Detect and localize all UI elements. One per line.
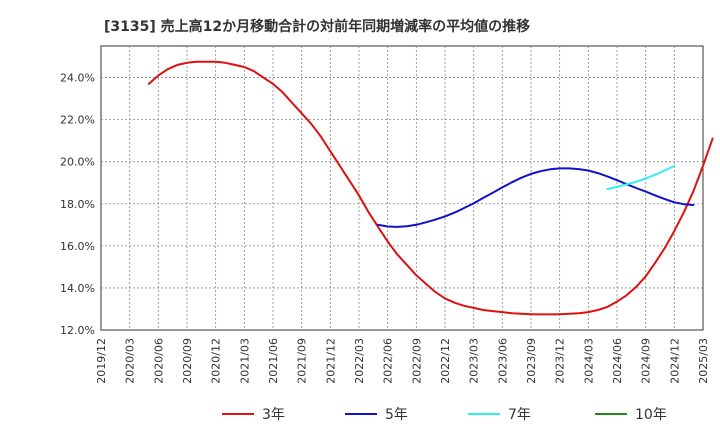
- x-tick-label: 2025/03: [697, 338, 710, 384]
- x-tick-label: 2024/03: [582, 338, 595, 384]
- x-tick-label: 2020/12: [210, 338, 223, 384]
- x-tick-label: 2020/09: [181, 338, 194, 384]
- x-tick-label: 2019/12: [95, 338, 108, 384]
- series-layer: [147, 60, 714, 316]
- legend-label: 7年: [508, 407, 531, 423]
- grid: [100, 45, 704, 331]
- series-line-5年: [377, 167, 695, 228]
- y-tick-label: 20.0%: [60, 156, 95, 169]
- x-tick-label: 2021/12: [324, 338, 337, 384]
- x-tick-label: 2022/06: [382, 338, 395, 384]
- legend: 3年 5年 7年 10年: [222, 407, 667, 423]
- x-tick-label: 2023/06: [496, 338, 509, 384]
- x-tick-label: 2022/09: [410, 338, 423, 384]
- x-tick-label: 2023/03: [468, 338, 481, 384]
- axes: 2019/12 2020/03 2020/06 2020/09 2020/12 2021/…: [60, 72, 710, 384]
- series-line-7年: [606, 164, 676, 191]
- legend-item: 7年: [468, 407, 531, 423]
- chart-title: [3135] 売上高12か月移動合計の対前年同期増減率の平均値の推移: [104, 18, 530, 35]
- x-tick-label: 2021/09: [296, 338, 309, 384]
- x-tick-label: 2022/12: [439, 338, 452, 384]
- x-tick-label: 2021/03: [238, 338, 251, 384]
- x-tick-label: 2024/12: [668, 338, 681, 384]
- legend-item: 3年: [222, 407, 285, 423]
- y-tick-label: 16.0%: [60, 240, 95, 253]
- y-tick-label: 14.0%: [60, 282, 95, 295]
- y-tick-label: 22.0%: [60, 114, 95, 127]
- legend-label: 10年: [635, 407, 667, 423]
- legend-item: 5年: [345, 407, 408, 423]
- series-line-3年: [147, 60, 714, 316]
- y-tick-label: 18.0%: [60, 198, 95, 211]
- y-tick-label: 12.0%: [60, 324, 95, 337]
- x-tick-label: 2021/06: [267, 338, 280, 384]
- x-tick-label: 2020/03: [124, 338, 137, 384]
- x-tick-label: 2024/06: [611, 338, 624, 384]
- y-tick-label: 24.0%: [60, 72, 95, 85]
- x-tick-label: 2023/12: [554, 338, 567, 384]
- x-tick-label: 2022/03: [353, 338, 366, 384]
- x-tick-label: 2024/09: [640, 338, 653, 384]
- legend-label: 3年: [262, 407, 285, 423]
- x-tick-label: 2020/06: [152, 338, 165, 384]
- legend-item: 10年: [595, 407, 667, 423]
- legend-label: 5年: [385, 407, 408, 423]
- x-tick-label: 2023/09: [525, 338, 538, 384]
- plot-area: [100, 45, 704, 331]
